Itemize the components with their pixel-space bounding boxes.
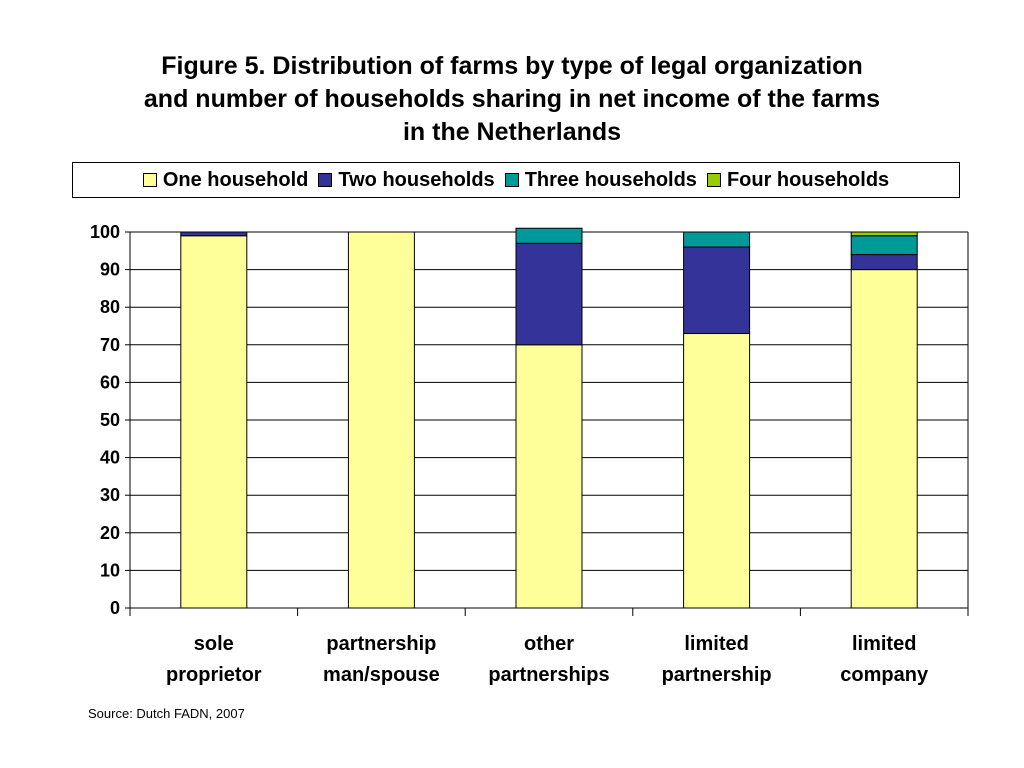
bar-5-series-3 bbox=[850, 235, 918, 256]
legend-swatch-two-households bbox=[318, 173, 333, 187]
y-tick-label-80: 80 bbox=[100, 297, 120, 317]
bar-1-series-1 bbox=[180, 235, 248, 609]
legend-item-four-households: Four households bbox=[706, 168, 890, 192]
bar-5-series-4 bbox=[850, 231, 918, 237]
x-category-label-2-line-2: man/spouse bbox=[323, 664, 440, 686]
x-category-label-4-line-2: partnership bbox=[662, 664, 772, 686]
x-category-label-5: limited company bbox=[840, 633, 929, 686]
x-category-label-4: limited partnership bbox=[662, 633, 772, 686]
source-note: Source: Dutch FADN, 2007 bbox=[88, 706, 245, 721]
bar-2-series-1 bbox=[347, 231, 415, 609]
bar-4-series-2 bbox=[683, 246, 751, 335]
x-category-label-3-line-2: partnerships bbox=[488, 664, 609, 686]
x-category-label-3: other partnerships bbox=[488, 633, 609, 686]
y-tick-label-30: 30 bbox=[100, 485, 120, 505]
x-category-label-3-line-1: other bbox=[524, 633, 574, 655]
chart-legend: One household Two households Three house… bbox=[72, 162, 960, 198]
x-category-label-2-line-1: partnership bbox=[326, 633, 436, 655]
x-category-label-1-line-1: sole bbox=[194, 633, 234, 655]
y-tick-label-60: 60 bbox=[100, 372, 120, 392]
legend-label-four-households: Four households bbox=[726, 168, 890, 191]
legend-label-one-household: One household bbox=[162, 168, 309, 191]
chart-title-line-3: in the Netherlands bbox=[402, 118, 622, 146]
legend-label-two-households: Two households bbox=[338, 168, 495, 191]
bar-5-series-1 bbox=[850, 269, 918, 609]
y-tick-label-0: 0 bbox=[110, 598, 120, 618]
x-category-label-1-line-2: proprietor bbox=[166, 664, 262, 686]
legend-label-three-households: Three households bbox=[524, 168, 697, 191]
bar-4-series-1 bbox=[683, 333, 751, 609]
legend-item-one-household: One household bbox=[142, 168, 309, 192]
x-category-label-4-line-1: limited bbox=[684, 633, 748, 655]
legend-item-two-households: Two households bbox=[318, 168, 495, 192]
y-tick-label-10: 10 bbox=[100, 560, 120, 580]
x-category-label-5-line-2: company bbox=[840, 664, 929, 686]
y-tick-label-100: 100 bbox=[90, 222, 120, 242]
chart-title-line-2: and number of households sharing in net … bbox=[143, 85, 881, 113]
y-tick-label-50: 50 bbox=[100, 410, 120, 430]
legend-swatch-four-households bbox=[706, 173, 721, 187]
y-tick-label-20: 20 bbox=[100, 523, 120, 543]
chart-title: Figure 5. Distribution of farms by type … bbox=[40, 50, 984, 149]
legend-item-three-households: Three households bbox=[504, 168, 697, 192]
legend-swatch-three-households bbox=[504, 173, 519, 187]
bar-4-series-3 bbox=[683, 231, 751, 248]
y-tick-label-70: 70 bbox=[100, 335, 120, 355]
y-tick-label-40: 40 bbox=[100, 448, 120, 468]
x-category-label-1: sole proprietor bbox=[166, 633, 262, 686]
x-category-label-5-line-1: limited bbox=[852, 633, 916, 655]
y-tick-label-90: 90 bbox=[100, 260, 120, 280]
bar-1-series-2 bbox=[180, 231, 248, 237]
x-category-label-2: partnership man/spouse bbox=[323, 633, 440, 686]
bar-5-series-2 bbox=[850, 254, 918, 271]
chart-title-line-1: Figure 5. Distribution of farms by type … bbox=[161, 52, 863, 80]
bar-3-series-3 bbox=[515, 227, 583, 244]
legend-swatch-one-household bbox=[142, 173, 157, 187]
bar-3-series-2 bbox=[515, 242, 583, 346]
bar-3-series-1 bbox=[515, 344, 583, 609]
